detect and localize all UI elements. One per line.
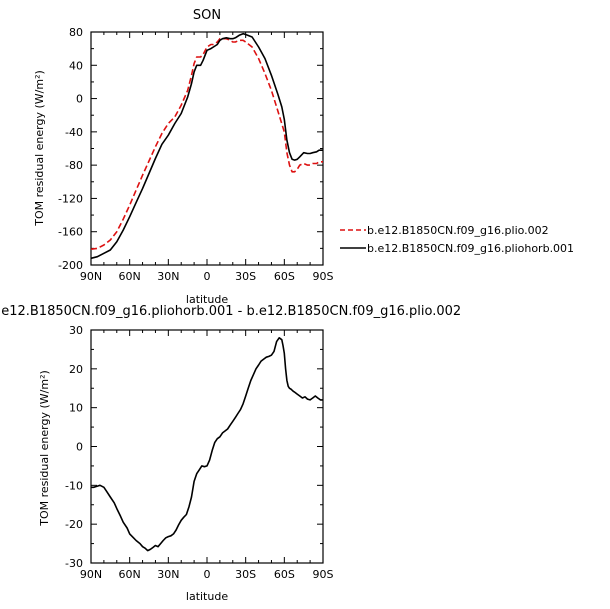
bottom-chart-title: b.e12.B1850CN.f09_g16.pliohorb.001 - b.e…: [0, 304, 461, 319]
bottom-y-tick-label: 30: [69, 324, 83, 337]
top-x-axis-label: latitude: [186, 293, 228, 306]
bottom-x-tick-label: 30N: [157, 568, 179, 581]
top-x-tick-label: 90S: [313, 270, 334, 283]
top-y-tick-label: -120: [58, 192, 83, 205]
legend-label-pliohorb: b.e12.B1850CN.f09_g16.pliohorb.001: [367, 242, 574, 255]
top-y-axis-label: TOM residual energy (W/m²): [33, 70, 46, 227]
top-series-line-0: [90, 37, 323, 250]
legend-label-plio: b.e12.B1850CN.f09_g16.plio.002: [367, 224, 549, 237]
top-y-tick-label: 40: [69, 59, 83, 72]
bottom-plot-frame: [90, 329, 324, 564]
top-x-tick-label: 0: [204, 270, 211, 283]
top-y-tick-label: 0: [76, 93, 83, 106]
top-y-tick-label: -160: [58, 226, 83, 239]
bottom-x-tick-label: 90S: [313, 568, 334, 581]
bottom-y-tick-label: -30: [65, 557, 83, 570]
top-chart: 90N 60N 30N 0 30S 60S 90S -200 -160 -120 -80 -40 0 40…: [58, 26, 333, 283]
top-x-tick-label: 60S: [274, 270, 295, 283]
legend: b.e12.B1850CN.f09_g16.plio.002 b.e12.B18…: [340, 224, 574, 255]
bottom-x-axis-label: latitude: [186, 590, 228, 603]
top-y-tick-label: -40: [65, 126, 83, 139]
top-y-tick-label: 80: [69, 26, 83, 39]
top-y-tick-label: -80: [65, 159, 83, 172]
bottom-x-tick-label: 30S: [235, 568, 256, 581]
bottom-x-tick-label: 60N: [119, 568, 141, 581]
bottom-x-tick-label: 60S: [274, 568, 295, 581]
top-x-tick-label: 90N: [80, 270, 102, 283]
bottom-chart: 90N 60N 30N 0 30S 60S 90S -30 -20 -10 0 10 20 30: [65, 324, 333, 581]
bottom-y-tick-label: -20: [65, 518, 83, 531]
top-x-tick-label: 30S: [235, 270, 256, 283]
top-series-line-1: [90, 32, 323, 260]
bottom-x-tick-label: 0: [204, 568, 211, 581]
top-x-tick-label: 60N: [119, 270, 141, 283]
top-y-tick-label: -200: [58, 259, 83, 272]
bottom-y-tick-label: 20: [69, 363, 83, 376]
bottom-series-line-0: [91, 337, 323, 552]
top-chart-title: SON: [193, 8, 221, 23]
bottom-y-axis-label: TOM residual energy (W/m²): [38, 370, 51, 527]
bottom-y-tick-label: -10: [65, 479, 83, 492]
bottom-x-tick-label: 90N: [80, 568, 102, 581]
top-x-tick-label: 30N: [157, 270, 179, 283]
bottom-y-tick-label: 0: [76, 441, 83, 454]
bottom-y-tick-label: 10: [69, 402, 83, 415]
